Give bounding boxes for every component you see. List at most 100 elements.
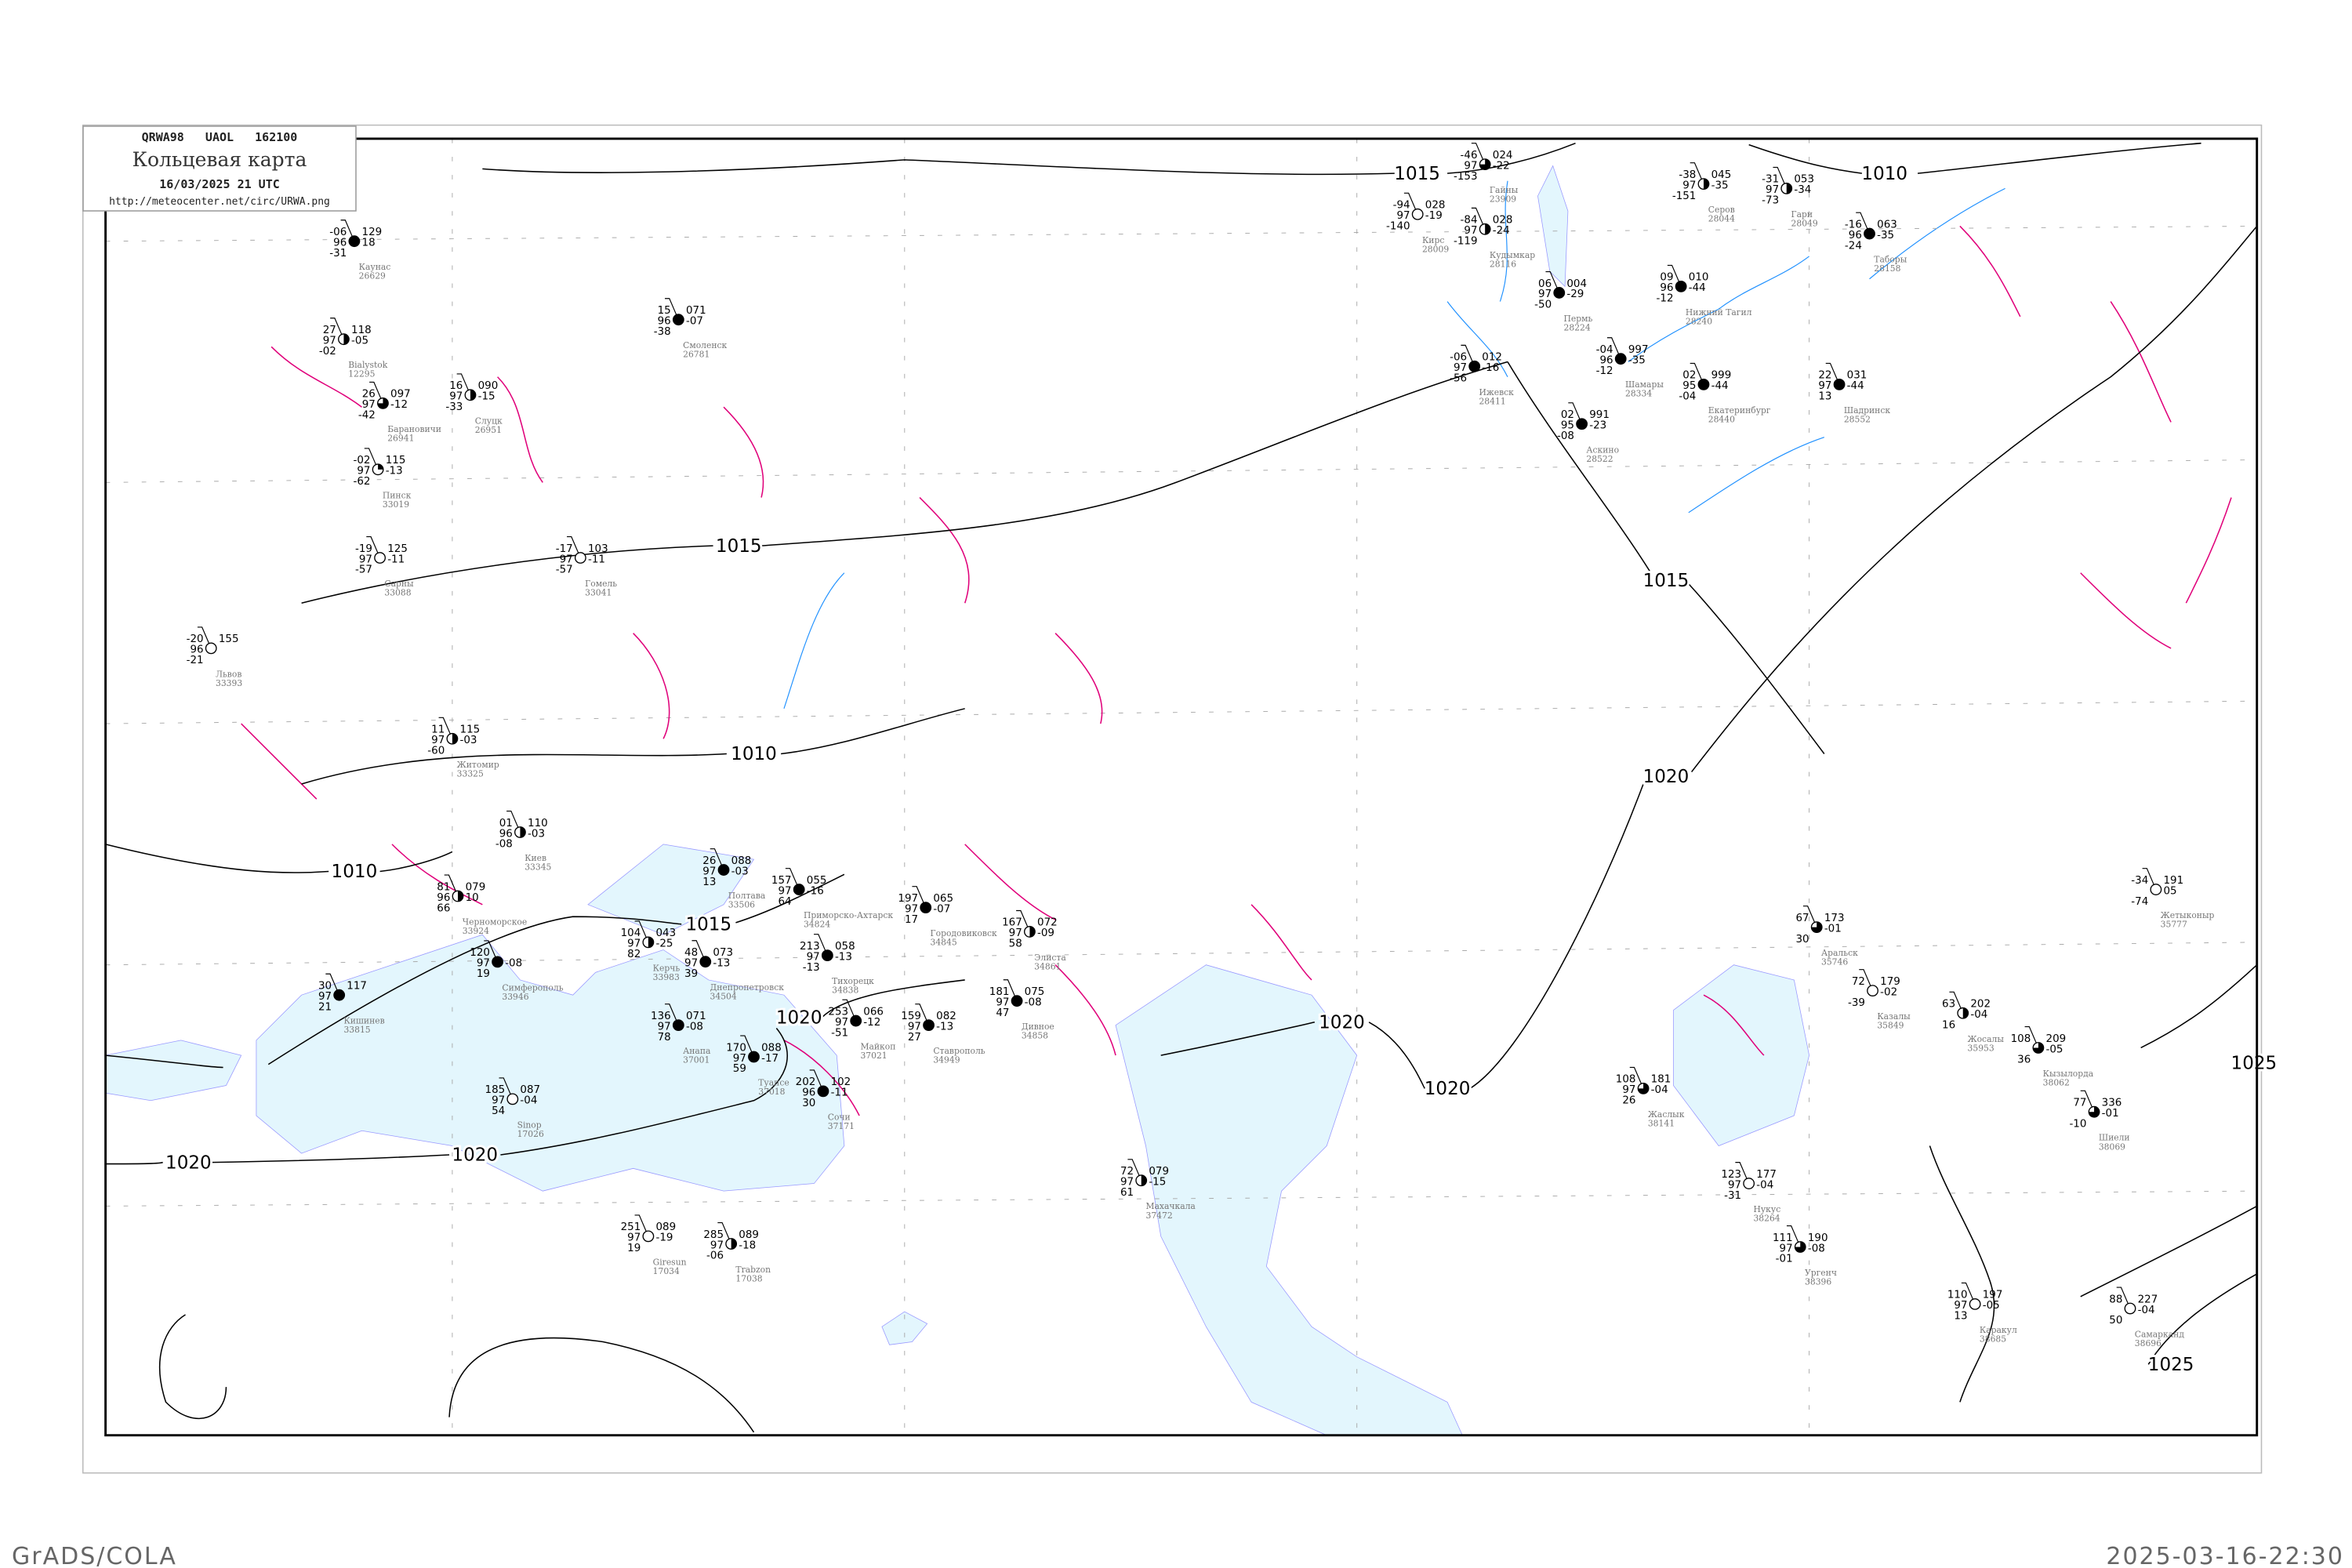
station-pressure: 071: [686, 305, 706, 317]
station-dewpoint: 78: [658, 1032, 671, 1044]
caspian-sea: [1115, 964, 1463, 1436]
river: [1869, 187, 2005, 280]
wind-barb-icon: [1568, 402, 1583, 424]
station-pressure: 117: [347, 980, 367, 992]
station-temperature: 110: [1947, 1290, 1968, 1301]
station-pressure-tendency: -35: [1711, 180, 1729, 191]
station-dewpoint: -57: [556, 564, 573, 576]
station-temperature: -38: [1679, 169, 1696, 181]
source-url[interactable]: http://meteocenter.net/circ/URWA.png: [109, 196, 330, 208]
station-index: 28044: [1708, 214, 1735, 224]
station-name: Таборы: [1874, 255, 1907, 265]
station-visibility: 97: [323, 335, 336, 347]
station-name: Городовиковск: [930, 928, 997, 938]
wind-barb-icon: [1403, 192, 1418, 215]
station-pressure-tendency: -13: [936, 1021, 953, 1033]
station-pressure-tendency: -08: [1025, 996, 1042, 1008]
station-pressure: 110: [528, 818, 548, 829]
station-temperature: 15: [658, 305, 671, 317]
station-dewpoint: 27: [908, 1032, 921, 1044]
isobar-1010-northeast: [1748, 142, 2201, 174]
station-visibility: 97: [560, 554, 573, 565]
wind-barb-icon: [438, 717, 453, 739]
station-name: Кызылорда: [2043, 1069, 2094, 1079]
station-pressure: 075: [1025, 986, 1045, 998]
station-pressure: 097: [390, 389, 411, 401]
station-dewpoint: 13: [1954, 1311, 1967, 1323]
station-pressure: 058: [835, 941, 855, 953]
station-temperature: -94: [1393, 200, 1410, 212]
station-dewpoint: 47: [996, 1007, 1009, 1019]
wind-barb-icon: [366, 536, 381, 558]
cloud-cover-icon: [1411, 208, 1424, 220]
station-pressure: 190: [1808, 1232, 1828, 1244]
station-visibility: 97: [627, 938, 641, 950]
wind-barb-icon: [634, 1214, 649, 1237]
wind-barb-icon: [1690, 362, 1704, 385]
station-index: 26781: [683, 350, 710, 360]
station-index: 28411: [1479, 396, 1505, 406]
station-pressure-tendency: -19: [1425, 210, 1443, 222]
station-dewpoint: 30: [802, 1098, 815, 1109]
station-pressure: 063: [1877, 219, 1897, 230]
station-index: 38396: [1805, 1277, 1831, 1287]
isobar-1020-south: [105, 979, 965, 1165]
station-index: 33019: [383, 499, 409, 510]
